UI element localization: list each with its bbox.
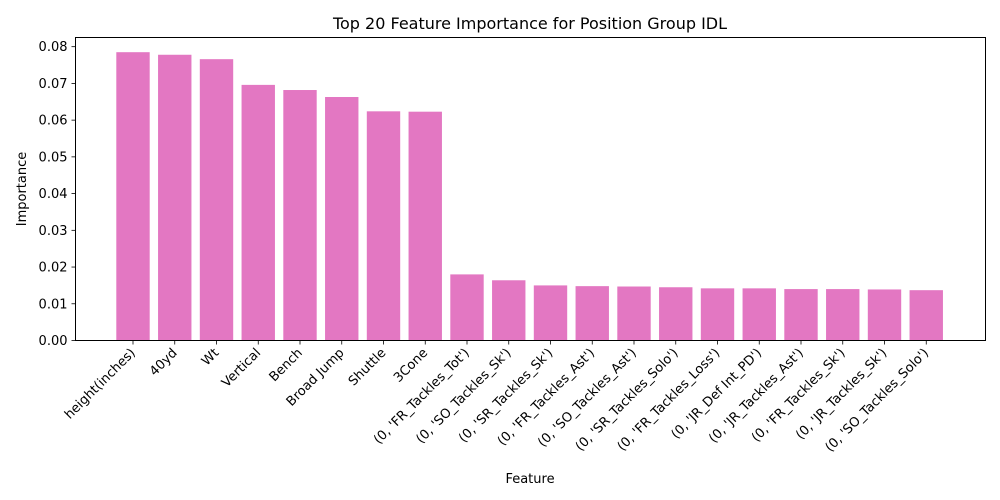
bar [325,97,359,341]
bar [867,289,902,341]
y-axis-label: Importance [15,152,30,227]
y-tick-label: 0.00 [39,334,68,349]
bar [742,288,776,341]
chart-title: Top 20 Feature Importance for Position G… [332,14,727,33]
x-tick-label: Bench [267,346,306,385]
bar [617,286,651,341]
bar [826,289,860,341]
bar [784,289,818,341]
x-tick-label: height(inches) [62,346,139,423]
bar [241,84,275,341]
bar [700,288,735,341]
bar [366,111,401,341]
bar [909,290,943,341]
bar [199,59,234,341]
y-tick-label: 0.01 [39,297,68,312]
y-tick-label: 0.03 [39,224,68,239]
x-tick-label: 40yd [147,346,181,380]
bars-layer [116,52,943,341]
bar [450,274,484,341]
x-tick-label: Shuttle [346,346,390,390]
x-tick-label: 3Cone [391,346,431,386]
bar [158,54,192,341]
bar [408,111,442,341]
bar [533,285,568,341]
bar [575,286,609,341]
x-tick-label: Vertical [219,346,264,391]
y-tick-label: 0.08 [39,40,68,55]
plot-frame [75,37,986,341]
bar [659,287,693,341]
bar [283,90,317,341]
y-ticks: 0.00 0.01 0.02 0.03 0.04 0.05 0.06 0.07 0.08 [39,40,76,349]
y-tick-label: 0.07 [39,77,68,92]
bar [492,280,526,341]
y-tick-label: 0.05 [39,150,68,165]
y-tick-label: 0.04 [39,187,68,202]
x-axis-label: Feature [505,472,554,487]
x-tick-label: Wt [199,346,222,369]
y-tick-label: 0.02 [39,261,68,276]
bar [116,52,150,341]
y-tick-label: 0.06 [39,114,68,129]
